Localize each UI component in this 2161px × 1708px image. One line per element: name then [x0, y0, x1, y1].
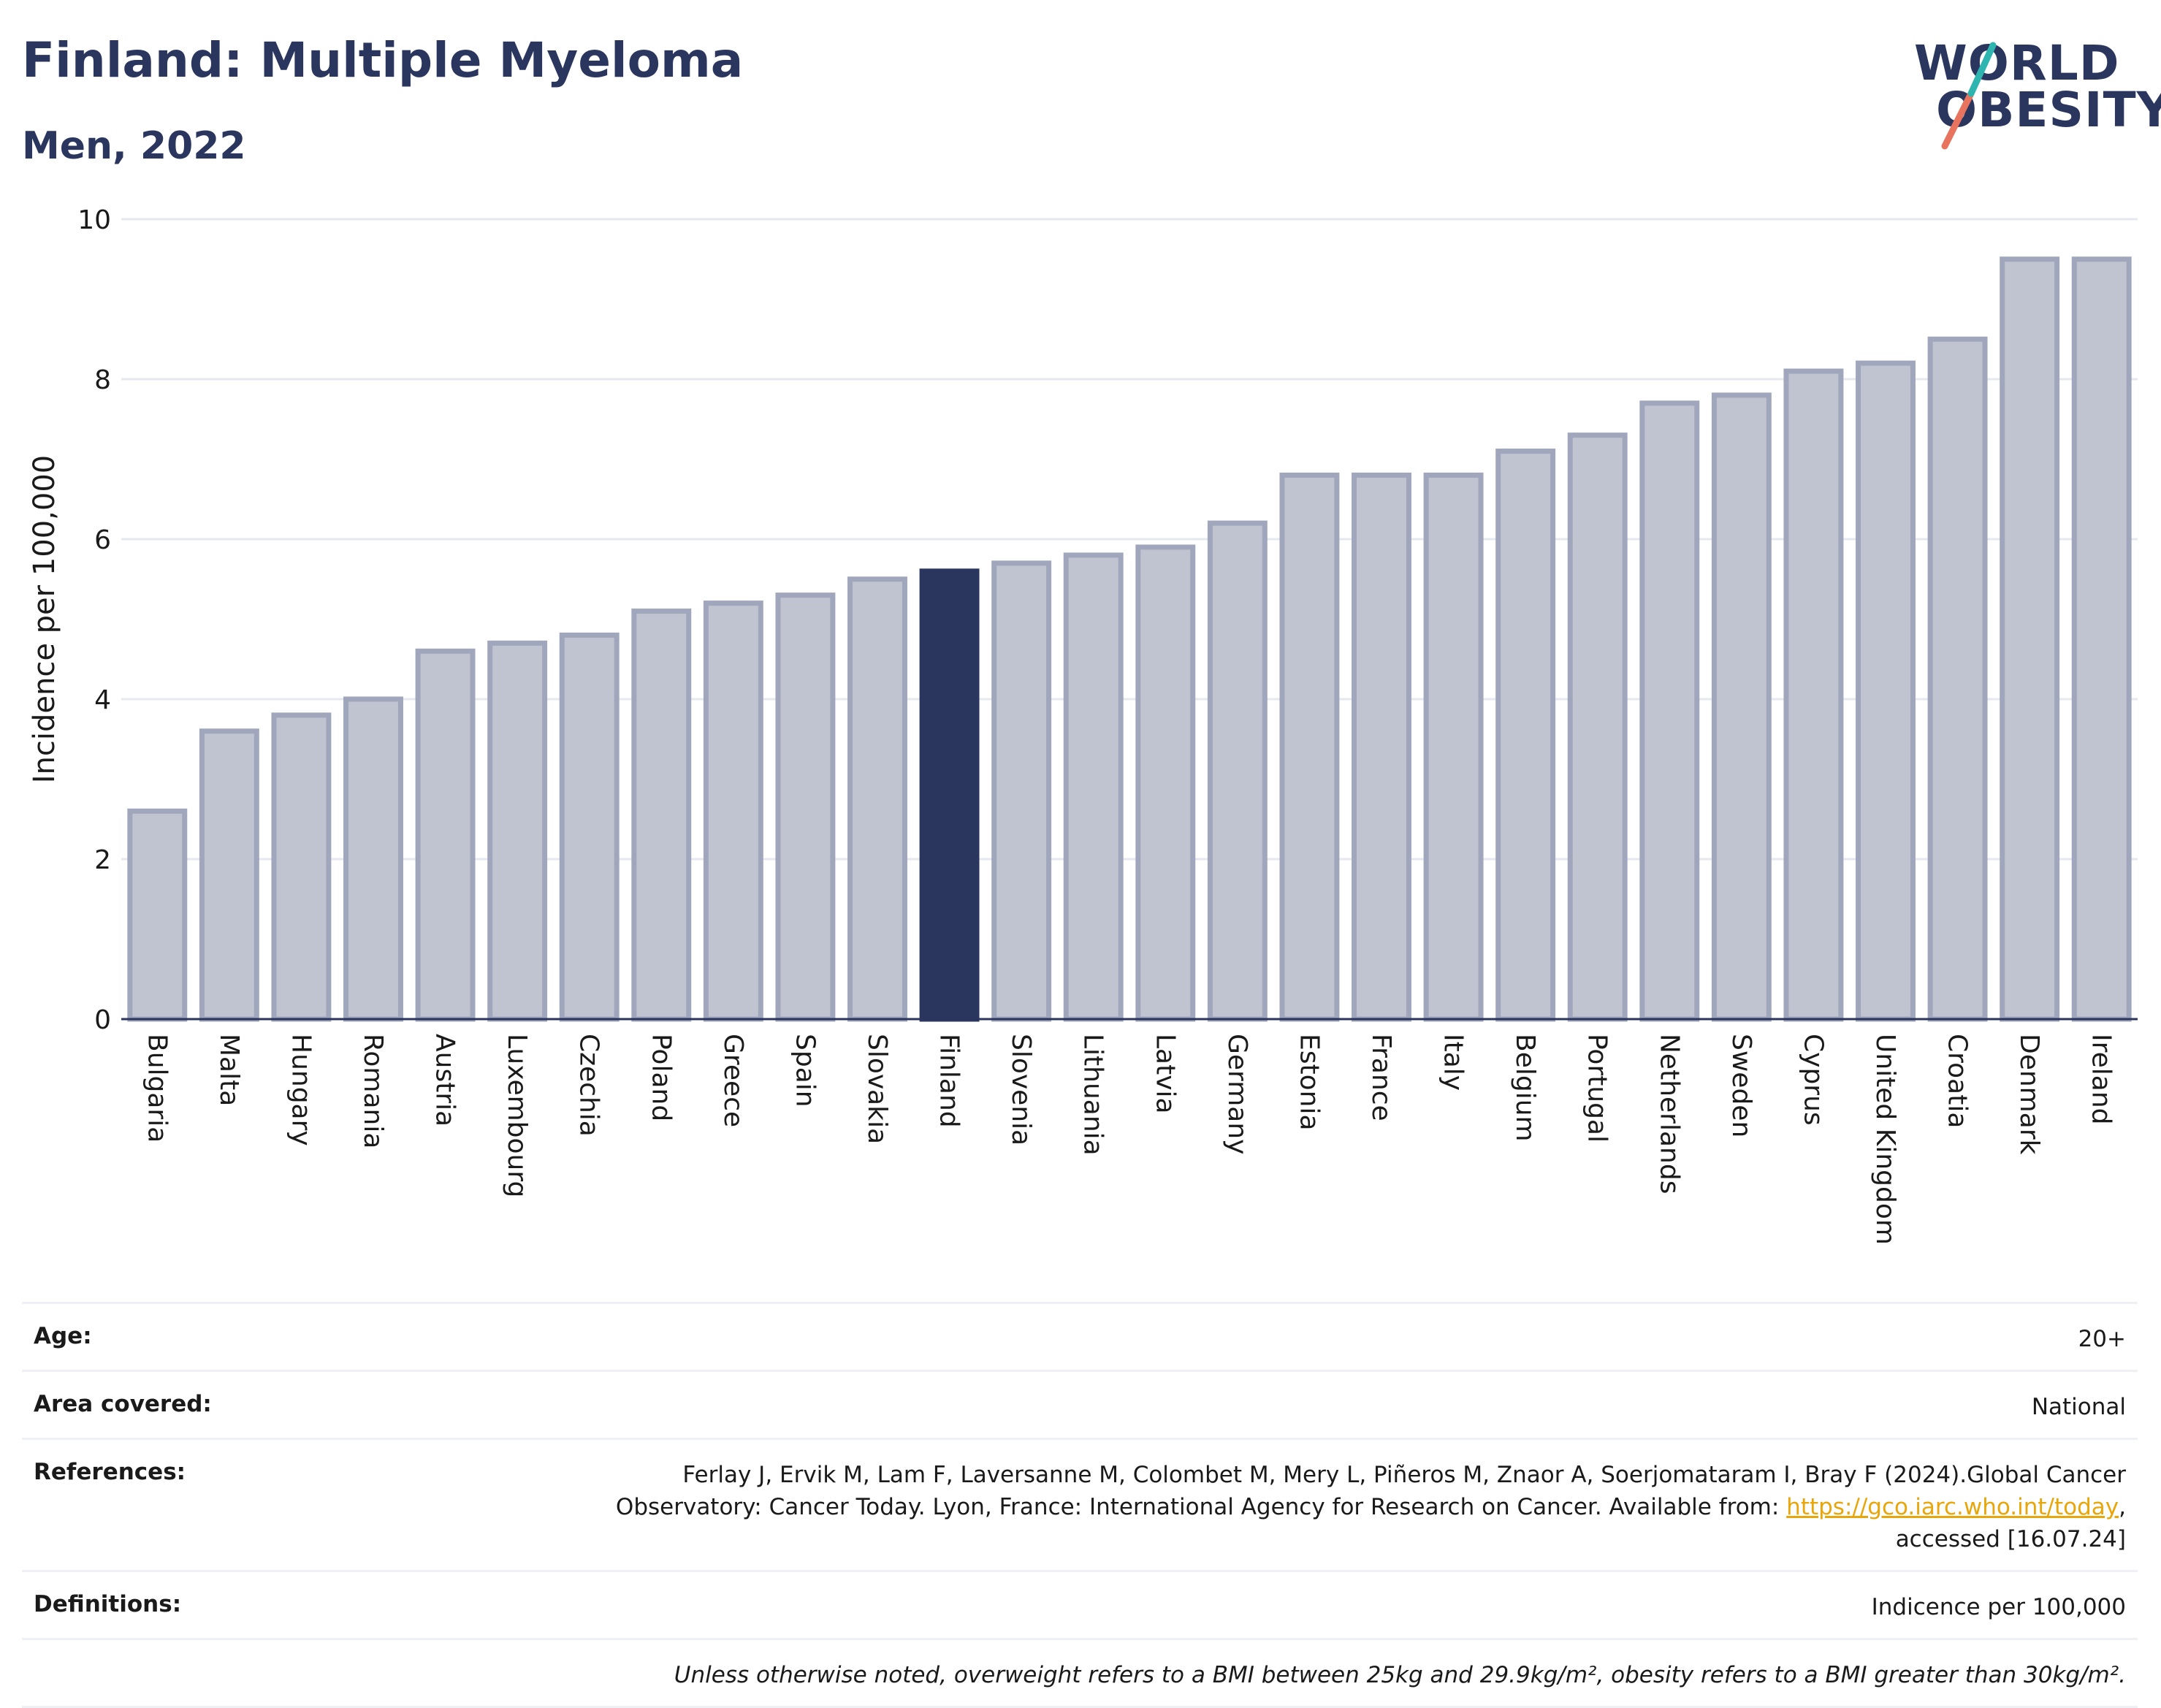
x-tick-label: Lithuania [1078, 1034, 1108, 1156]
chart-title: Finland: Multiple Myeloma [22, 32, 744, 88]
bar [1711, 392, 1772, 1022]
info-row-area: Area covered: National [22, 1370, 2138, 1438]
bar [1927, 336, 1988, 1022]
x-tick-label: France [1366, 1034, 1396, 1121]
bar-chart: 0 2 4 6 8 10 Incidence per 100,000 Bulgaria Malt… [28, 205, 2138, 1245]
bar [343, 696, 403, 1022]
bar [271, 712, 332, 1022]
area-label: Area covered: [34, 1391, 212, 1417]
x-tick-label: Malta [214, 1034, 244, 1106]
x-tick-label: Portugal [1582, 1034, 1612, 1143]
chart-subtitle: Men, 2022 [22, 124, 246, 168]
x-tick-label: Greece [718, 1034, 748, 1127]
bar [991, 560, 1052, 1022]
x-tick-label: Hungary [286, 1034, 316, 1146]
bar [415, 648, 476, 1022]
references-label: References: [34, 1459, 186, 1485]
logo-word-world: WORLD [1914, 35, 2120, 91]
area-value: National [2031, 1394, 2126, 1420]
x-tick-label: Ireland [2086, 1034, 2116, 1125]
x-tick-label: Romania [358, 1034, 388, 1148]
x-tick-label: Spain [790, 1034, 820, 1107]
references-line2-end: , [2119, 1494, 2126, 1520]
bar [127, 808, 188, 1022]
bar [631, 609, 692, 1022]
bar [199, 728, 259, 1022]
bar [1856, 360, 1916, 1022]
bar [775, 592, 836, 1022]
x-tick-label: Latvia [1150, 1034, 1180, 1114]
y-tick-label: 8 [94, 365, 111, 395]
info-row-age: Age: 20+ [22, 1302, 2138, 1370]
logo-slash-icon [1941, 42, 1997, 150]
x-tick-label: Austria [430, 1034, 460, 1126]
x-tick-label: Netherlands [1654, 1034, 1684, 1194]
definitions-value: Indicence per 100,000 [1871, 1594, 2126, 1620]
x-tick-label: Bulgaria [142, 1034, 172, 1143]
definitions-label: Definitions: [34, 1591, 182, 1617]
x-tick-label: Italy [1438, 1034, 1468, 1091]
bar [1352, 472, 1411, 1022]
x-tick-label: Finland [934, 1034, 964, 1128]
y-tick-label: 10 [77, 205, 111, 235]
y-tick-label: 4 [94, 685, 111, 715]
bar [559, 632, 620, 1022]
x-tick-label: Croatia [1943, 1034, 1973, 1128]
info-row-references: References: Ferlay J, Ervik M, Lam F, La… [22, 1438, 2138, 1570]
bar [1279, 472, 1340, 1022]
x-tick-label: Poland [646, 1034, 676, 1121]
x-tick-label: United Kingdom [1870, 1034, 1900, 1245]
y-tick-label: 2 [94, 845, 111, 875]
bmi-note: Unless otherwise noted, overweight refer… [674, 1662, 2126, 1688]
references-line2: Observatory: Cancer Today. Lyon, France:… [615, 1494, 1787, 1520]
x-tick-label: Cyprus [1798, 1034, 1828, 1126]
x-tick-label: Luxembourg [502, 1034, 532, 1197]
bar [2071, 256, 2132, 1022]
y-tick-label: 6 [94, 525, 111, 555]
bar [1783, 368, 1844, 1022]
bar [1063, 552, 1124, 1022]
y-tick-label: 0 [94, 1005, 111, 1035]
bar-highlighted [919, 568, 980, 1022]
bar [487, 640, 548, 1022]
x-tick-label: Slovenia [1006, 1034, 1036, 1145]
bar [703, 601, 763, 1022]
x-tick-label: Germany [1222, 1034, 1252, 1154]
references-line3: accessed [16.07.24] [1895, 1526, 2126, 1552]
x-tick-label: Belgium [1510, 1034, 1540, 1142]
bar [847, 576, 907, 1022]
references-link[interactable]: https://gco.iarc.who.int/today [1786, 1494, 2119, 1520]
y-axis-title: Incidence per 100,000 [28, 455, 61, 784]
info-row-note: Unless otherwise noted, overweight refer… [22, 1638, 2138, 1708]
x-tick-label: Estonia [1294, 1034, 1324, 1131]
bar [1423, 472, 1484, 1022]
x-tick-label: Denmark [2014, 1034, 2044, 1155]
x-tick-label: Sweden [1726, 1034, 1756, 1137]
info-table: Age: 20+ Area covered: National Referenc… [22, 1302, 2138, 1708]
x-tick-label: Slovakia [862, 1034, 892, 1144]
x-tick-label: Czechia [574, 1034, 604, 1137]
bar [1567, 432, 1628, 1022]
age-label: Age: [34, 1323, 92, 1349]
bar [2000, 256, 2060, 1022]
info-row-definitions: Definitions: Indicence per 100,000 [22, 1570, 2138, 1638]
age-value: 20+ [2078, 1326, 2126, 1352]
bar [1495, 449, 1556, 1022]
world-obesity-logo: WORLD OBESITY [1907, 29, 2161, 153]
bar [1135, 544, 1196, 1022]
bar [1639, 400, 1700, 1022]
references-line1: Ferlay J, Ervik M, Lam F, Laversanne M, … [682, 1462, 2126, 1488]
bar [1207, 520, 1268, 1022]
references-value: Ferlay J, Ervik M, Lam F, Laversanne M, … [616, 1459, 2126, 1555]
